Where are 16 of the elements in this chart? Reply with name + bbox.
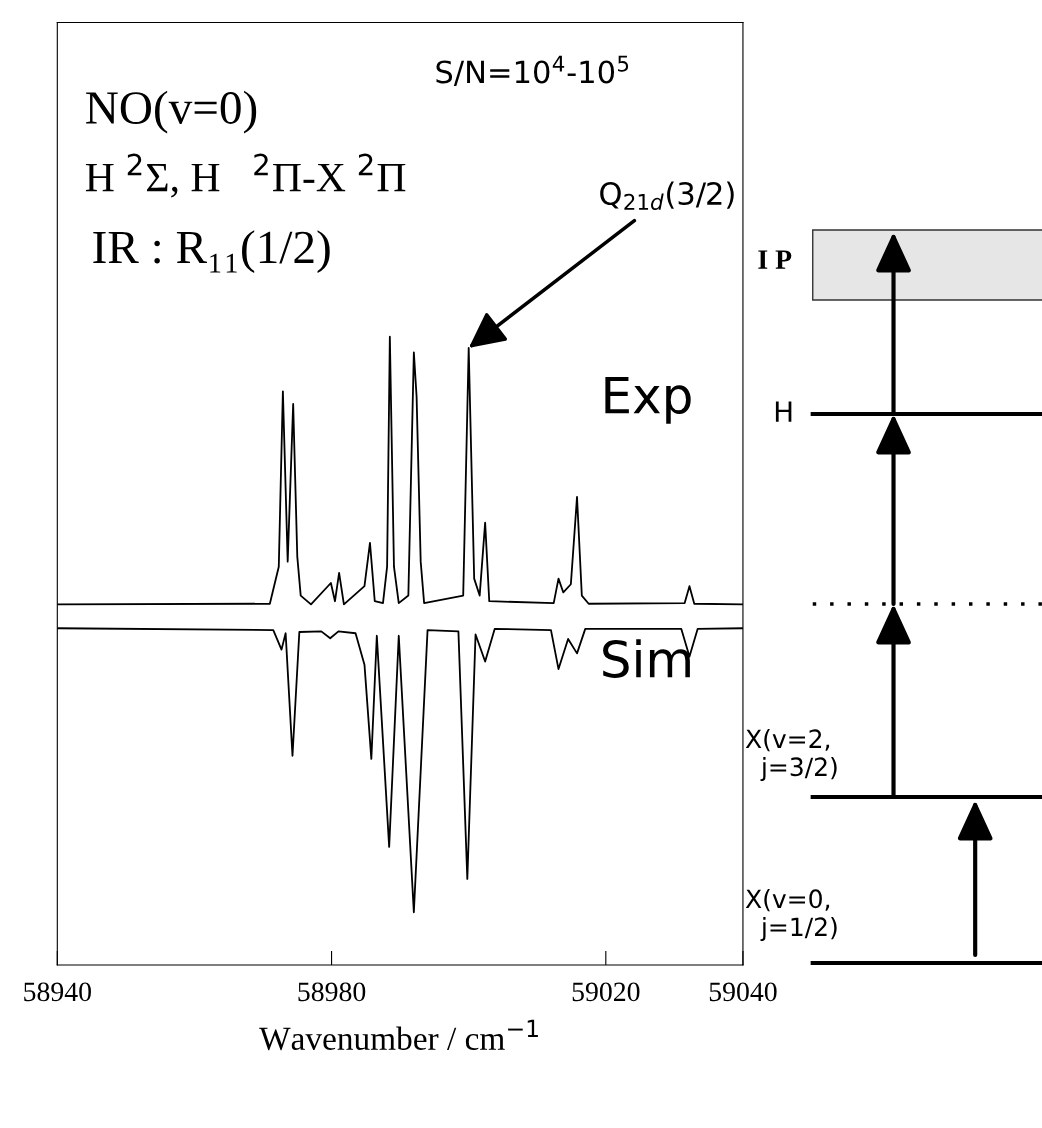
series-label: Exp xyxy=(605,376,691,424)
text: IR : R₁₁(1/2) xyxy=(93,230,330,273)
series-label: Sim xyxy=(603,639,690,678)
text: H xyxy=(775,401,792,422)
x-tick-label: 59040 xyxy=(709,982,777,1002)
x-tick-label: 58980 xyxy=(298,982,366,1002)
text: NO(v=0) xyxy=(86,90,257,134)
text: X(v=2, j=3/2) xyxy=(745,728,837,782)
x-axis-title: Wavenumber / cm$^{−1}$ xyxy=(259,1019,538,1051)
x-tick-label: 58940 xyxy=(24,982,91,1002)
text: X(v=0, j=1/2) xyxy=(745,888,837,942)
text: I P xyxy=(758,250,792,269)
text: H $^{2}$Σ, H $^{2}$Π-X $^{2}$Π xyxy=(85,153,406,198)
annotation: Q$_{21d}$(3/2) xyxy=(600,181,734,210)
x-tick-label: 59020 xyxy=(572,982,640,1002)
text: S/N=10$^{4}$-10$^{5}$ xyxy=(436,55,629,86)
